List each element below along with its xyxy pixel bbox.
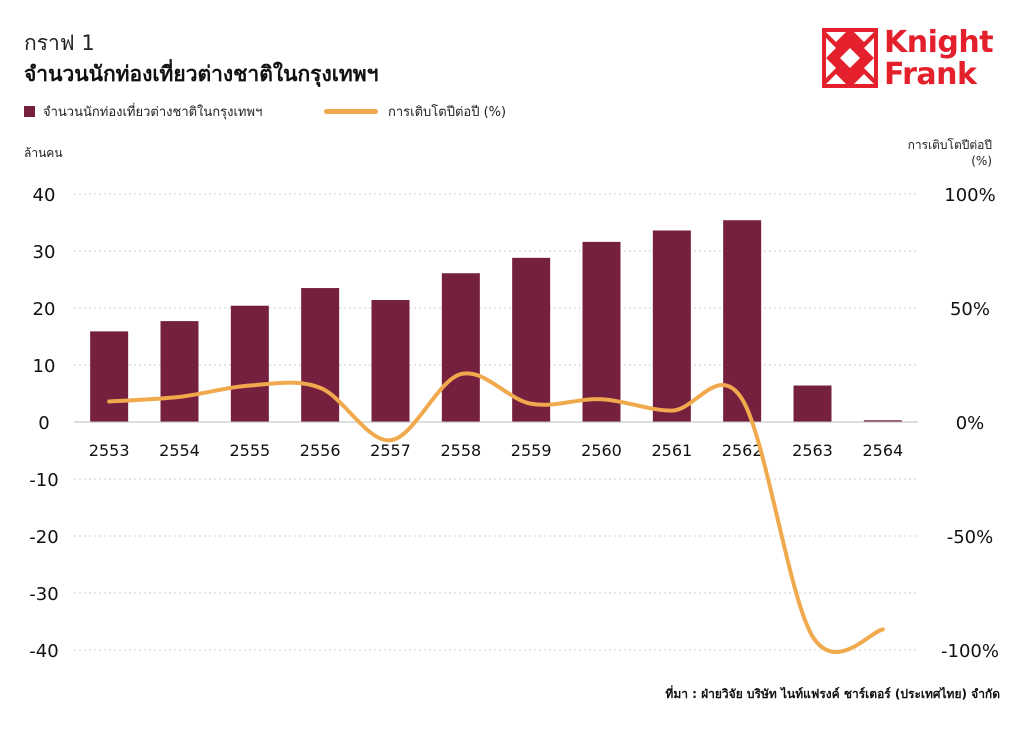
bar-2563 [793, 385, 832, 422]
y-tick-label-left: -30 [29, 584, 58, 605]
y-tick-label-right: -50% [947, 527, 994, 548]
bar-2564 [863, 420, 902, 422]
y-axis-label-right: การเติบโตปีต่อปี (%) [892, 137, 992, 169]
x-tick-label: 2555 [229, 441, 270, 460]
y-tick-label-left: -10 [29, 470, 58, 491]
y-tick-label-left: 40 [33, 185, 56, 206]
x-tick-label: 2553 [89, 441, 130, 460]
legend-label-bars: จำนวนนักท่องเที่ยวต่างชาติในกรุงเทพฯ [43, 104, 263, 120]
y-tick-label-right: 0% [956, 413, 985, 434]
y-tick-label-left: 0 [38, 413, 49, 434]
x-tick-label: 2556 [300, 441, 341, 460]
legend-item-line: การเติบโตปีต่อปี (%) [324, 100, 506, 122]
y-tick-labels-right: 100% 50% 0% -50% -100% [941, 185, 999, 662]
y-tick-label-left: 20 [33, 299, 56, 320]
x-tick-label: 2562 [722, 441, 763, 460]
bar-2553 [90, 331, 129, 422]
x-tick-label: 2558 [440, 441, 481, 460]
figure-label: กราฟ 1 [24, 31, 95, 55]
bar-2555 [230, 305, 269, 422]
logo-text-knight: Knight [884, 25, 994, 60]
y-tick-label-right: 50% [950, 299, 990, 320]
bar-2558 [441, 273, 480, 422]
bar-2554 [160, 321, 199, 422]
bar-series [90, 220, 902, 422]
logo-mark-icon [822, 28, 878, 88]
source-note: ที่มา : ฝ่ายวิจัย บริษัท ไนท์แฟรงค์ ชาร์… [665, 687, 1000, 701]
y-axis-label-left: ล้านคน [24, 146, 63, 160]
x-tick-label: 2564 [862, 441, 903, 460]
y-tick-label-right: -100% [941, 641, 999, 662]
x-tick-label: 2559 [511, 441, 552, 460]
growth-line [107, 371, 885, 654]
bar-2559 [512, 257, 551, 422]
knight-frank-logo: Knight Frank [822, 26, 1002, 90]
y-tick-label-left: 30 [33, 242, 56, 263]
legend-swatch-bars [24, 105, 35, 117]
legend-item-bars: จำนวนนักท่องเที่ยวต่างชาติในกรุงเทพฯ [24, 100, 262, 122]
bar-2561 [652, 230, 691, 422]
y-tick-label-left: 10 [33, 356, 56, 377]
bar-2556 [301, 288, 340, 422]
gridlines [74, 193, 918, 651]
x-tick-labels: 2553 2554 2555 2556 2557 2558 2559 2560 2561 2562… [89, 441, 903, 460]
x-tick-label: 2561 [651, 441, 692, 460]
y-axis-label-right-text: การเติบโตปีต่อปี (%) [907, 138, 992, 168]
logo-text-frank: Frank [884, 57, 977, 92]
legend-label-line: การเติบโตปีต่อปี (%) [388, 104, 507, 120]
x-tick-label: 2563 [792, 441, 833, 460]
x-tick-label: 2554 [159, 441, 200, 460]
y-tick-label-right: 100% [944, 185, 995, 206]
y-tick-labels-left: 40 30 20 10 0 -10 -20 -30 -40 [29, 185, 58, 662]
y-tick-label-left: -20 [29, 527, 58, 548]
bar-2560 [582, 241, 621, 422]
x-tick-label: 2560 [581, 441, 622, 460]
bar-2557 [371, 300, 410, 422]
bar-2562 [723, 220, 762, 422]
y-tick-label-left: -40 [29, 641, 58, 662]
x-tick-label: 2557 [370, 441, 411, 460]
chart-title: จำนวนนักท่องเที่ยวต่างชาติในกรุงเทพฯ [24, 62, 379, 86]
legend-swatch-line [324, 108, 378, 114]
